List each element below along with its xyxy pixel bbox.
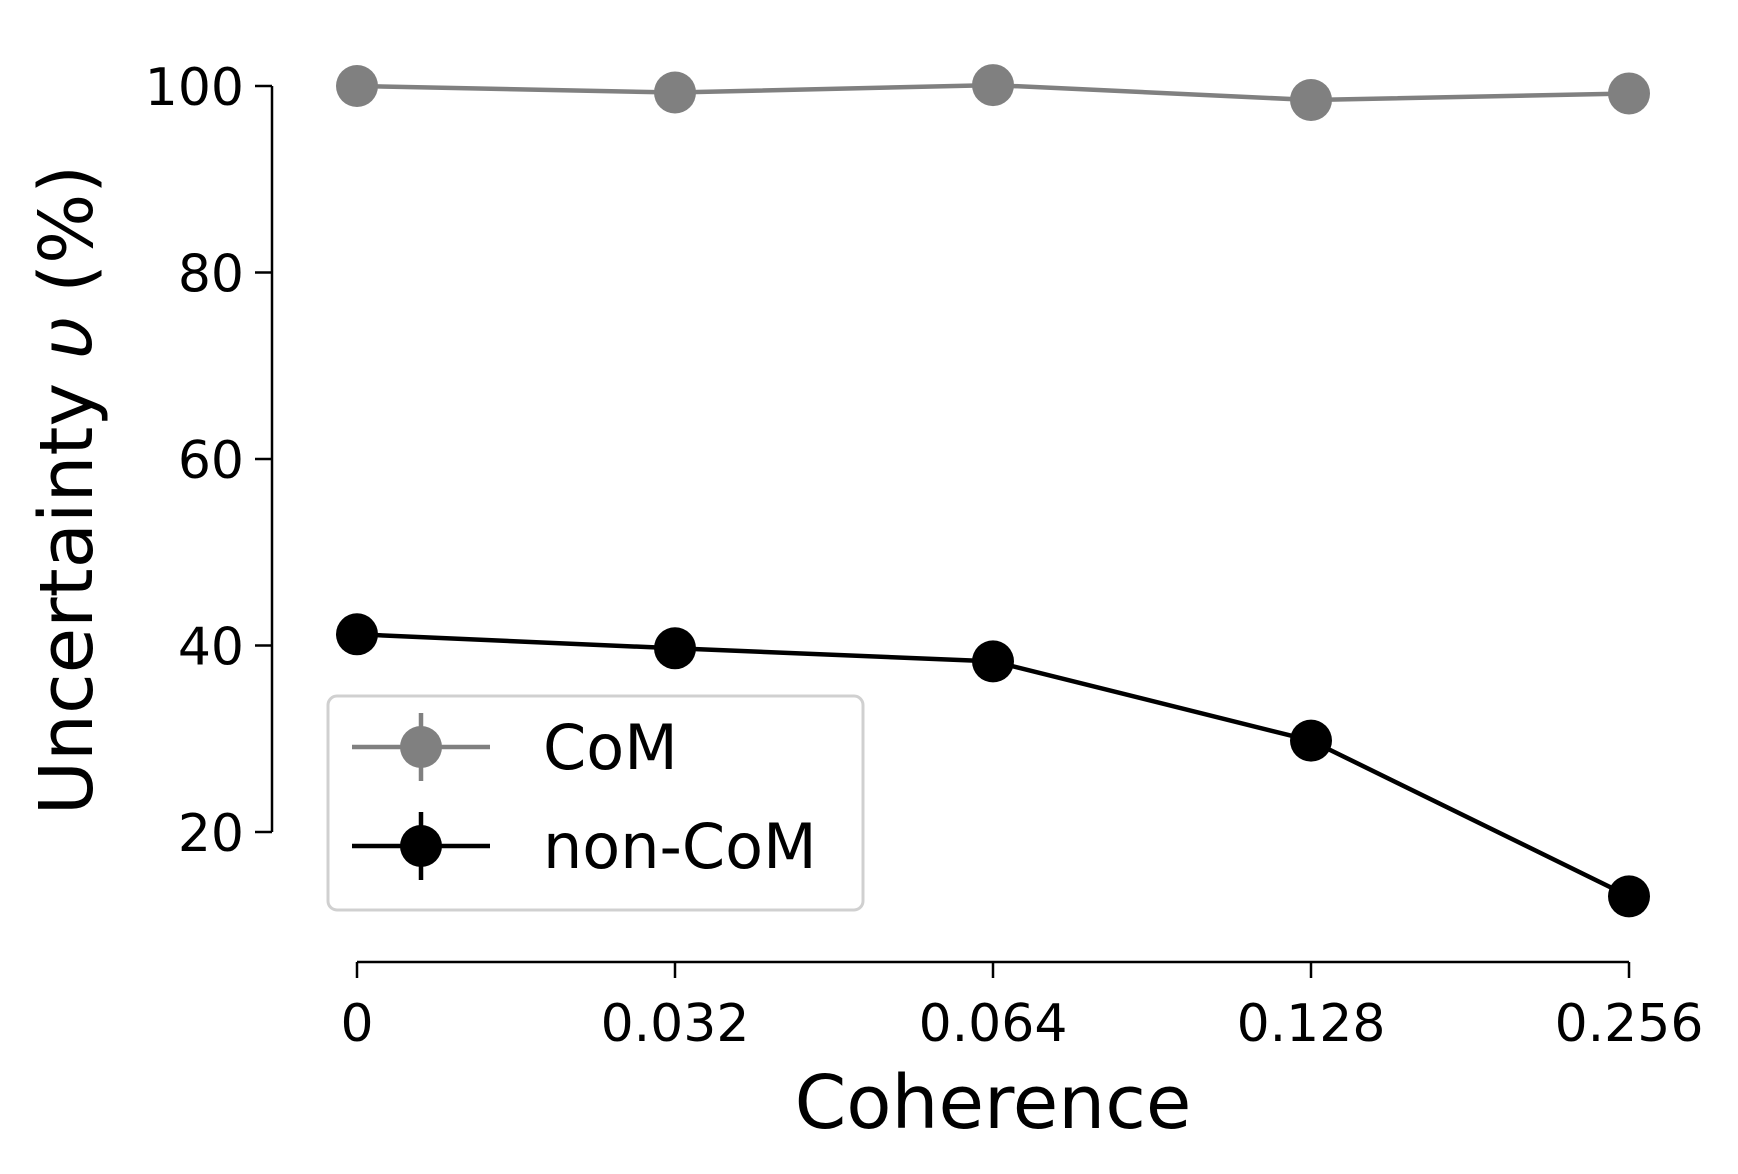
x-tick-label: 0 [340, 994, 373, 1054]
legend-item: CoM [352, 711, 678, 784]
data-point [1290, 719, 1332, 762]
y-axis: 20 40 60 80 100 [145, 58, 274, 864]
y-axis-title: Uncertainty υ (%) [24, 165, 110, 815]
data-point [654, 627, 696, 670]
y-tick-label: 100 [145, 58, 244, 118]
legend-label: CoM [543, 711, 678, 784]
data-point [972, 64, 1014, 107]
y-tick-label: 60 [178, 431, 244, 491]
data-point [336, 613, 378, 656]
data-point [1290, 78, 1332, 121]
legend: CoM non-CoM [326, 694, 865, 912]
legend-label: non-CoM [543, 810, 817, 883]
y-tick-label: 20 [178, 804, 244, 864]
x-axis-title: Coherence [795, 1060, 1192, 1146]
series-com [336, 64, 1650, 121]
data-point [336, 65, 378, 107]
data-point [1608, 72, 1650, 115]
x-tick-label: 0.032 [601, 994, 750, 1054]
data-point [654, 71, 696, 114]
data-point [972, 640, 1014, 683]
y-tick-label: 40 [178, 618, 244, 678]
series-layer [336, 64, 1650, 918]
legend-frame [326, 694, 865, 912]
x-tick-label: 0.128 [1237, 994, 1386, 1054]
series-non-com [336, 613, 1650, 918]
x-tick-label: 0.256 [1555, 994, 1704, 1054]
data-point [1608, 875, 1650, 918]
legend-item: non-CoM [352, 810, 817, 883]
y-tick-label: 80 [178, 245, 244, 305]
y-axis-title-prefix: Uncertainty [24, 359, 110, 815]
x-axis: 0 0.032 0.064 0.128 0.256 [340, 960, 1704, 1054]
legend-marker [400, 726, 442, 768]
y-axis-title-symbol: υ [24, 316, 110, 359]
legend-marker [400, 825, 442, 867]
y-axis-title-suffix: (%) [24, 165, 110, 317]
x-tick-label: 0.064 [919, 994, 1068, 1054]
